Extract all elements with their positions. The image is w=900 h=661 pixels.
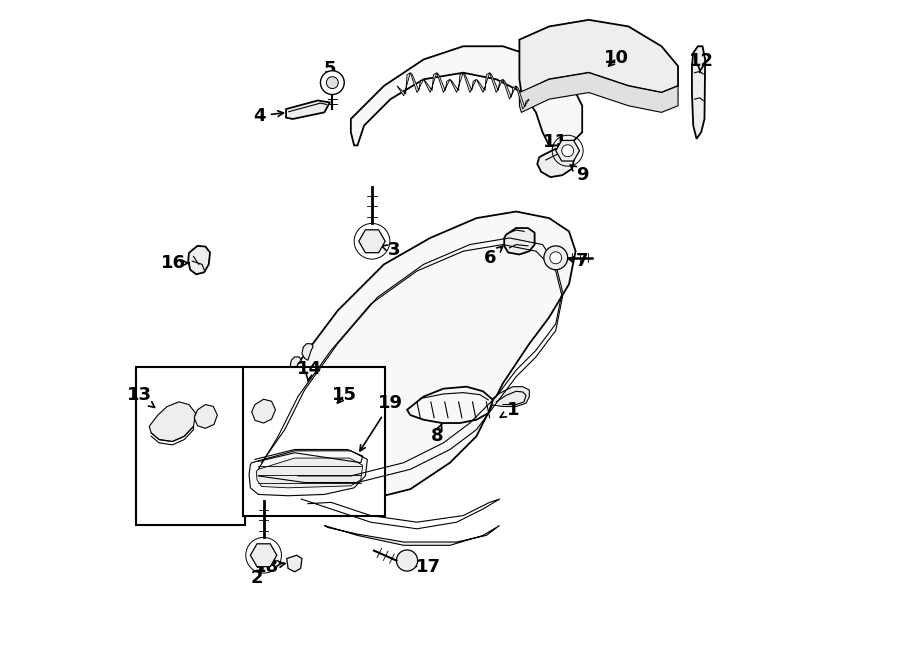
- Circle shape: [320, 71, 344, 95]
- Text: 13: 13: [127, 386, 155, 407]
- Polygon shape: [250, 544, 277, 566]
- Polygon shape: [410, 73, 424, 93]
- Circle shape: [397, 550, 418, 571]
- Polygon shape: [407, 387, 493, 423]
- Polygon shape: [556, 140, 580, 161]
- Bar: [136, 367, 245, 525]
- Polygon shape: [504, 228, 535, 254]
- Text: 6: 6: [483, 247, 503, 267]
- Polygon shape: [490, 73, 503, 93]
- Polygon shape: [188, 246, 210, 274]
- Polygon shape: [252, 399, 275, 423]
- Polygon shape: [519, 20, 678, 93]
- Polygon shape: [692, 46, 705, 139]
- Text: 8: 8: [430, 424, 443, 446]
- Polygon shape: [302, 344, 313, 360]
- Polygon shape: [257, 377, 268, 416]
- Polygon shape: [424, 73, 436, 93]
- Bar: [243, 367, 385, 516]
- Polygon shape: [351, 46, 582, 145]
- Polygon shape: [450, 73, 464, 93]
- Text: 15: 15: [332, 386, 356, 405]
- Polygon shape: [464, 73, 476, 93]
- Polygon shape: [249, 451, 367, 496]
- Polygon shape: [257, 383, 268, 443]
- Text: 5: 5: [323, 60, 336, 85]
- Circle shape: [550, 252, 562, 264]
- Polygon shape: [397, 73, 410, 96]
- Polygon shape: [436, 73, 450, 93]
- Polygon shape: [519, 73, 678, 112]
- Circle shape: [544, 246, 568, 270]
- Circle shape: [327, 77, 338, 89]
- Text: 4: 4: [254, 106, 284, 125]
- Polygon shape: [503, 79, 516, 99]
- Polygon shape: [235, 212, 576, 502]
- Text: 10: 10: [604, 49, 629, 67]
- Polygon shape: [476, 73, 490, 93]
- Polygon shape: [359, 230, 385, 253]
- Polygon shape: [287, 555, 302, 572]
- Polygon shape: [516, 86, 529, 109]
- Text: 11: 11: [544, 133, 568, 151]
- Polygon shape: [324, 525, 500, 545]
- Text: 18: 18: [254, 558, 285, 576]
- Text: 14: 14: [297, 360, 322, 381]
- Text: 9: 9: [571, 165, 589, 184]
- Polygon shape: [286, 100, 329, 119]
- Text: 12: 12: [688, 52, 714, 73]
- Text: 19: 19: [360, 394, 403, 451]
- Text: 2: 2: [251, 563, 263, 588]
- Text: 17: 17: [411, 558, 441, 576]
- Text: 3: 3: [382, 241, 400, 259]
- Polygon shape: [290, 357, 302, 373]
- Polygon shape: [149, 402, 195, 442]
- Polygon shape: [486, 387, 529, 407]
- Text: 1: 1: [500, 401, 519, 419]
- Polygon shape: [537, 149, 574, 177]
- Polygon shape: [194, 405, 217, 428]
- Polygon shape: [256, 458, 363, 488]
- Text: 7: 7: [568, 252, 589, 270]
- Circle shape: [562, 145, 573, 157]
- Text: 16: 16: [161, 254, 189, 272]
